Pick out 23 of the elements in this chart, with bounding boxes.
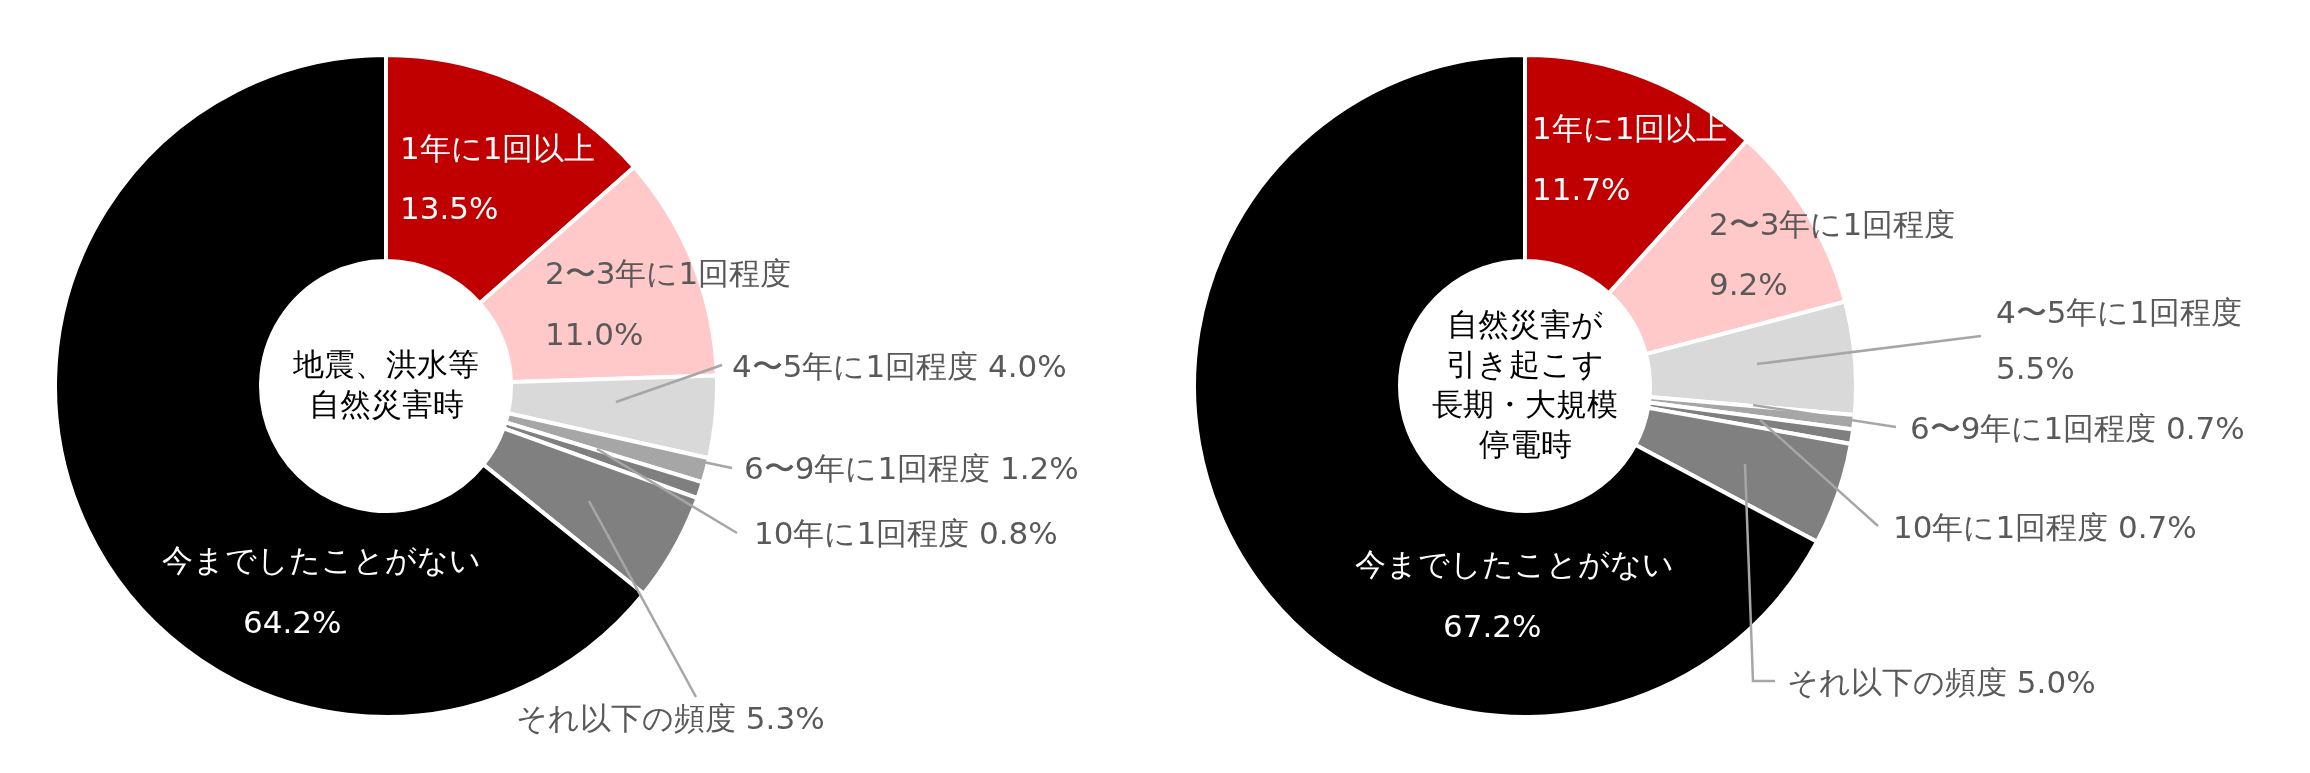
slice-label: 10年に1回程度 0.8% — [754, 514, 1058, 551]
text: 地震、洪水等自然災害時 — [292, 345, 479, 422]
slice-label: 今までしたことがない — [162, 541, 481, 578]
slice-label: 今までしたことがない — [1355, 545, 1674, 582]
slice-label: 1年に1回以上 — [1532, 109, 1728, 146]
text: 自然災害が引き起こす長期・大規模停電時 — [1432, 305, 1618, 462]
slice-label: 6〜9年に1回程度 0.7% — [1910, 409, 2245, 446]
data-label: 9.2% — [1709, 265, 1788, 302]
slice-label: 1年に1回以上 — [400, 129, 596, 166]
data-label: 5.5% — [1996, 349, 2075, 386]
slice-label: 4〜5年に1回程度 — [1996, 293, 2243, 330]
slice-label: 2〜3年に1回程度 — [545, 254, 792, 291]
data-label: 11.7% — [1532, 170, 1631, 207]
slice-label: それ以下の頻度 5.0% — [1787, 663, 2096, 700]
slice-label: 4〜5年に1回程度 4.0% — [732, 347, 1067, 384]
data-label: 13.5% — [400, 189, 499, 226]
slice-label: 2〜3年に1回程度 — [1709, 205, 1956, 242]
slice-label: 6〜9年に1回程度 1.2% — [744, 449, 1079, 486]
data-label: 67.2% — [1443, 607, 1542, 644]
data-label: 64.2% — [243, 603, 342, 640]
slice-label: それ以下の頻度 5.3% — [516, 699, 825, 736]
slice-label: 10年に1回程度 0.7% — [1893, 508, 2197, 545]
data-label: 11.0% — [545, 315, 644, 352]
